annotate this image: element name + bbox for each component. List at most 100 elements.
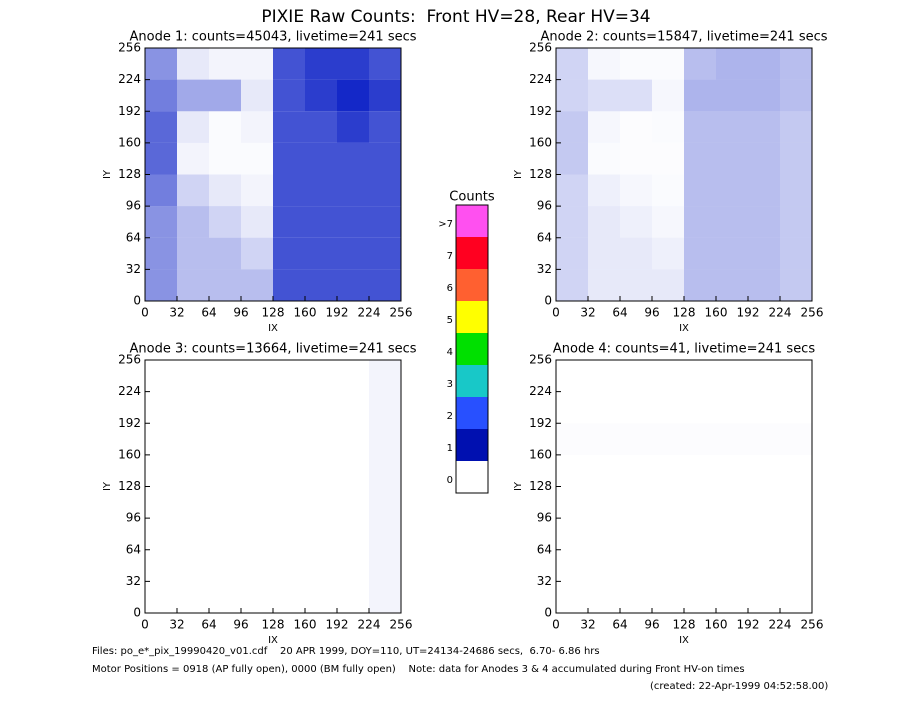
heatmap-cell [652, 423, 684, 455]
y-tick-label: 128 [529, 479, 552, 493]
heatmap-cell [145, 79, 177, 112]
y-tick-label: 224 [118, 72, 141, 86]
heatmap-cell [273, 269, 305, 301]
heatmap-cell [273, 142, 305, 175]
heatmap-cell [716, 581, 748, 613]
heatmap-cell [145, 111, 177, 143]
footer-note: Files: po_e*_pix_19990420_v01.cdf 20 APR… [92, 646, 600, 657]
heatmap-cell [145, 174, 177, 207]
x-tick-label: 224 [769, 306, 792, 320]
colorbar-swatch [456, 397, 488, 429]
heatmap-cell [652, 206, 684, 238]
heatmap-cell [620, 360, 652, 392]
heatmap-cell [748, 487, 780, 519]
heatmap-cell [145, 269, 177, 301]
heatmap-cell [620, 550, 652, 582]
x-tick-label: 224 [769, 618, 792, 632]
heatmap-cell [652, 518, 684, 550]
heatmap-cell [145, 581, 177, 613]
heatmap-cell [305, 237, 337, 270]
x-tick-label: 192 [326, 306, 349, 320]
heatmap-cell [748, 360, 780, 392]
heatmap-cell [780, 392, 812, 424]
heatmap-cell [145, 392, 177, 424]
y-tick-label: 128 [529, 167, 552, 181]
x-tick-label: 96 [644, 306, 659, 320]
heatmap-cell [652, 360, 684, 392]
heatmap-cell [337, 581, 369, 613]
heatmap-cell [273, 360, 305, 392]
heatmap-cell [556, 360, 588, 392]
y-tick-label: 96 [537, 199, 552, 213]
heatmap-cell [684, 581, 716, 613]
colorbar-label: 7 [447, 251, 453, 262]
x-tick-label: 64 [201, 618, 216, 632]
x-axis-label: IX [679, 323, 689, 334]
heatmap-cell [305, 455, 337, 487]
heatmap-cell [620, 174, 652, 207]
heatmap-cell [620, 455, 652, 487]
heatmap-cell [145, 455, 177, 487]
y-tick-label: 224 [118, 384, 141, 398]
heatmap-cell [684, 518, 716, 550]
x-axis-label: IX [268, 323, 278, 334]
heatmap-cell [780, 48, 812, 80]
y-tick-label: 160 [529, 447, 552, 461]
heatmap-cell [684, 111, 716, 143]
heatmap-cell [748, 392, 780, 424]
heatmap-cell [748, 142, 780, 175]
heatmap-cell [177, 206, 209, 238]
heatmap-cell [780, 581, 812, 613]
heatmap-cell [305, 111, 337, 143]
heatmap-cell [588, 79, 620, 112]
heatmap-cell [177, 237, 209, 270]
x-tick-label: 256 [390, 618, 413, 632]
heatmap-cell [716, 269, 748, 301]
colorbar-title: Counts [449, 190, 495, 205]
heatmap-cell [780, 423, 812, 455]
heatmap-cell [305, 518, 337, 550]
y-tick-label: 128 [118, 167, 141, 181]
heatmap-cell [684, 423, 716, 455]
heatmap-cell [748, 455, 780, 487]
heatmap-cell [556, 206, 588, 238]
heatmap-cell [209, 237, 241, 270]
x-tick-label: 128 [673, 618, 696, 632]
colorbar-swatch [456, 429, 488, 461]
heatmap-cell [652, 550, 684, 582]
heatmap-cell [177, 550, 209, 582]
heatmap-cell [273, 111, 305, 143]
heatmap-cell [241, 455, 273, 487]
heatmap-cell [273, 455, 305, 487]
heatmap-cell [716, 174, 748, 207]
heatmap-cell [305, 550, 337, 582]
heatmap-cell [337, 79, 369, 112]
heatmap-cell [716, 455, 748, 487]
heatmap-cell [588, 423, 620, 455]
heatmap-cell [556, 392, 588, 424]
y-tick-label: 192 [529, 104, 552, 118]
heatmap-cell [177, 392, 209, 424]
heatmap-cell [684, 142, 716, 175]
heatmap-cell [209, 206, 241, 238]
panel-title: Anode 1: counts=45043, livetime=241 secs [129, 30, 416, 45]
heatmap-cell [588, 455, 620, 487]
panel-title: Anode 3: counts=13664, livetime=241 secs [129, 342, 416, 357]
heatmap-cell [588, 111, 620, 143]
heatmap-cell [241, 550, 273, 582]
y-tick-label: 256 [529, 41, 552, 55]
heatmap-cell [556, 237, 588, 270]
heatmap-cell [369, 360, 401, 392]
heatmap-cell [369, 142, 401, 175]
heatmap-cell [145, 206, 177, 238]
heatmap-cell [145, 142, 177, 175]
heatmap-cell [684, 269, 716, 301]
heatmap-cell [241, 143, 273, 175]
heatmap-cell [369, 174, 401, 207]
y-tick-label: 0 [133, 294, 141, 308]
heatmap-cell [620, 143, 652, 175]
x-tick-label: 128 [262, 306, 285, 320]
heatmap-cell [620, 48, 652, 80]
heatmap-cell [716, 550, 748, 582]
heatmap-cell [652, 455, 684, 487]
